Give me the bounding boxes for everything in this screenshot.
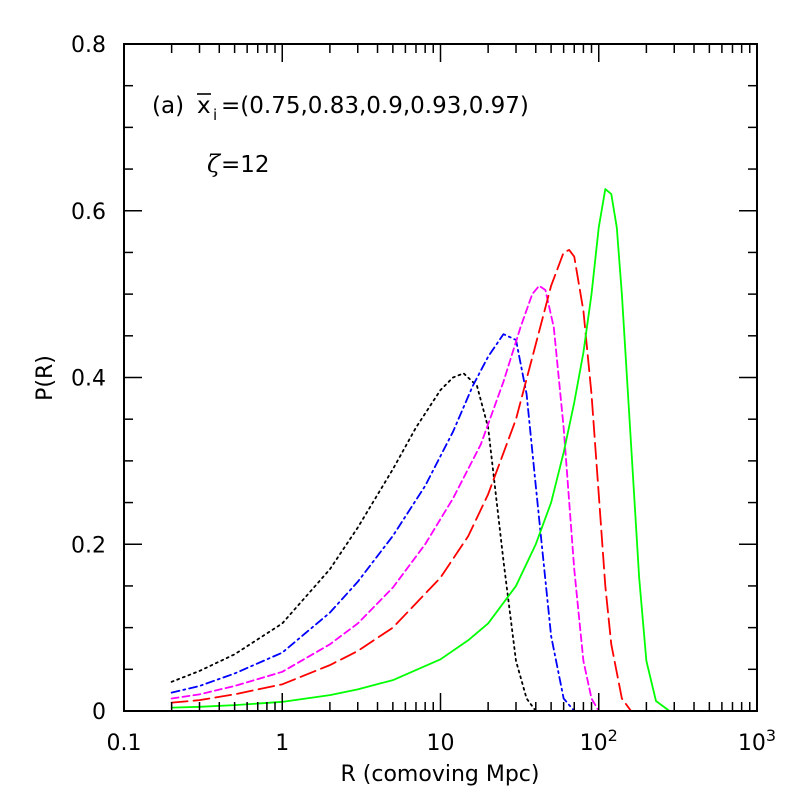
annotation-zeta: ζ =12	[207, 150, 270, 178]
ticks-layer	[123, 43, 757, 712]
xbar-subscript: i	[213, 106, 217, 124]
zeta-value: =12	[221, 152, 270, 178]
series-line-4	[170, 249, 632, 712]
annotation-xbar: (a) x i =(0.75,0.83,0.9,0.93,0.97)	[152, 93, 529, 124]
series-line-2	[170, 333, 576, 712]
x-tick-label: 0.1	[107, 731, 142, 756]
xbar-values: =(0.75,0.83,0.9,0.93,0.97)	[221, 93, 529, 119]
xbar-symbol: x	[197, 93, 211, 119]
x-tick-label: 10	[427, 731, 455, 756]
series-line-3	[170, 284, 600, 712]
y-tick-label: 0.6	[71, 200, 106, 225]
x-axis-label: R (comoving Mpc)	[341, 762, 540, 787]
zeta-symbol: ζ	[207, 150, 222, 178]
y-tick-label: 0.2	[71, 533, 106, 558]
y-tick-label: 0.4	[71, 367, 106, 392]
x-tick-label: 103	[738, 726, 776, 756]
x-tick-label: 102	[580, 726, 618, 756]
y-axis-label: P(R)	[33, 355, 58, 401]
y-tick-label: 0.8	[71, 33, 106, 58]
y-tick-label: 0	[92, 700, 106, 725]
series-line-5	[170, 188, 671, 712]
x-tick-label: 1	[275, 731, 289, 756]
panel-label: (a)	[152, 93, 184, 119]
series-layer	[170, 188, 671, 712]
plot-frame	[123, 43, 758, 712]
tick-labels: 0.1 1 10 102 103 0 0.2 0.4 0.6 0.8	[71, 33, 776, 756]
series-line-1	[170, 372, 537, 712]
